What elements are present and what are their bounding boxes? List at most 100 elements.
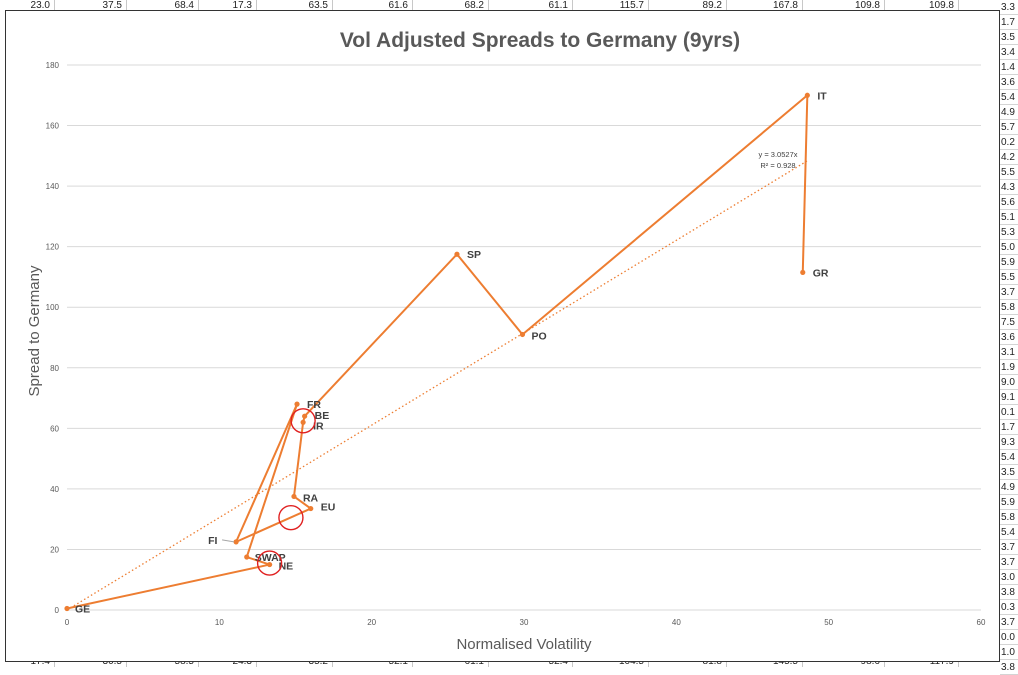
sheet-cell[interactable]: 109.8 [885,0,959,11]
sheet-cell[interactable]: 0.0 [1000,630,1018,645]
sheet-cell[interactable]: 9.1 [1000,390,1018,405]
sheet-cell[interactable]: 5.5 [1000,270,1018,285]
data-label: GR [813,267,829,279]
sheet-cell[interactable]: 5.8 [1000,510,1018,525]
data-point [308,505,314,512]
data-label: SP [467,249,481,261]
scatter-chart: Vol Adjusted Spreads to Germany (9yrs) 0… [26,29,986,653]
sheet-cell[interactable]: 1.7 [1000,15,1018,30]
data-point [64,605,70,612]
sheet-cell[interactable]: 89.2 [649,0,727,11]
sheet-cell[interactable]: 68.4 [127,0,199,11]
sheet-cell[interactable]: 5.8 [1000,300,1018,315]
data-point [233,539,239,545]
sheet-cell[interactable]: 167.8 [727,0,803,11]
data-point [294,401,300,407]
sheet-cell[interactable]: 5.1 [1000,210,1018,225]
sheet-cell[interactable]: 5.9 [1000,255,1018,270]
sheet-cell[interactable]: 3.4 [1000,45,1018,60]
sheet-cell[interactable]: 0.3 [1000,600,1018,615]
x-tick-label: 0 [65,618,70,627]
sheet-cell[interactable]: 3.7 [1000,285,1018,300]
sheet-cell[interactable]: 63.5 [257,0,333,11]
y-tick-label: 20 [50,545,59,554]
sheet-cell[interactable]: 0.2 [1000,135,1018,150]
data-label: FR [307,399,321,411]
sheet-cell[interactable]: 17.3 [199,0,257,11]
y-axis-label: Spread to Germany [26,265,43,396]
sheet-cell[interactable]: 3.0 [1000,570,1018,585]
sheet-cell[interactable]: 3.8 [1000,660,1018,675]
sheet-cell[interactable]: 1.9 [1000,360,1018,375]
data-label: GE [75,603,90,615]
data-label: FI [208,535,217,547]
sheet-cell[interactable]: 115.7 [573,0,649,11]
sheet-cell[interactable]: 5.7 [1000,120,1018,135]
highlight-circle [290,408,316,434]
sheet-cell[interactable]: 1.4 [1000,60,1018,75]
sheet-right-column: 3.3 1.7 3.5 3.4 1.4 3.6 5.4 4.9 5.7 0.2 4.2 5.5 4.3 5… [1000,0,1018,675]
sheet-cell[interactable]: 5.4 [1000,90,1018,105]
sheet-cell[interactable]: 4.2 [1000,150,1018,165]
sheet-cell[interactable]: 1.0 [1000,645,1018,660]
sheet-cell[interactable]: 3.1 [1000,345,1018,360]
y-tick-label: 80 [50,364,59,373]
sheet-cell[interactable]: 3.7 [1000,615,1018,630]
sheet-cell[interactable]: 5.0 [1000,240,1018,255]
sheet-cell[interactable]: 5.5 [1000,165,1018,180]
sheet-cell[interactable]: 3.5 [1000,30,1018,45]
sheet-cell[interactable]: 0.1 [1000,405,1018,420]
y-tick-label: 100 [46,303,60,312]
sheet-cell[interactable]: 4.9 [1000,105,1018,120]
data-point [519,331,526,338]
series-line [66,94,809,610]
data-point [300,419,306,425]
sheet-cell[interactable]: 9.0 [1000,375,1018,390]
horizontal-gridlines [67,64,981,611]
sheet-cell[interactable]: 5.4 [1000,525,1018,540]
chart-title: Vol Adjusted Spreads to Germany (9yrs) [340,29,740,52]
highlight-circle [278,504,304,531]
sheet-cell[interactable]: 4.3 [1000,180,1018,195]
sheet-cell[interactable]: 3.8 [1000,585,1018,600]
sheet-cell[interactable]: 5.3 [1000,225,1018,240]
sheet-cell[interactable]: 3.5 [1000,465,1018,480]
sheet-cell[interactable]: 3.7 [1000,540,1018,555]
sheet-cell[interactable]: 37.5 [55,0,127,11]
sheet-cell[interactable]: 4.9 [1000,480,1018,495]
data-label: BE [315,410,330,422]
y-tick-label: 180 [46,61,60,70]
data-point [800,269,806,276]
sheet-cell[interactable]: 5.6 [1000,195,1018,210]
data-label: PO [531,330,546,342]
sheet-cell[interactable]: 68.2 [413,0,489,11]
data-label: EU [321,502,336,514]
x-tick-label: 30 [520,618,529,627]
sheet-cell[interactable]: 61.6 [333,0,413,11]
sheet-cell[interactable]: 5.4 [1000,450,1018,465]
sheet-cell[interactable]: 23.0 [0,0,55,11]
y-tick-label: 60 [50,424,59,433]
sheet-cell[interactable]: 3.6 [1000,75,1018,90]
data-point [454,251,460,257]
sheet-cell[interactable]: 5.9 [1000,495,1018,510]
chart-area[interactable]: Vol Adjusted Spreads to Germany (9yrs) 0… [5,10,1000,662]
y-tick-label: 0 [55,606,60,615]
trendline-r2: R² = 0.928 [760,161,795,170]
x-tick-label: 60 [977,618,986,627]
sheet-cell[interactable]: 3.7 [1000,555,1018,570]
sheet-cell[interactable]: 3.6 [1000,330,1018,345]
sheet-cell[interactable]: 109.8 [803,0,885,11]
sheet-cell[interactable]: 9.3 [1000,435,1018,450]
sheet-cell[interactable]: 3.3 [1000,0,1018,15]
sheet-cell[interactable]: 61.1 [489,0,573,11]
y-tick-label: 40 [50,485,59,494]
data-point [291,493,297,500]
data-label: RA [303,492,319,504]
x-tick-label: 20 [367,618,376,627]
data-point [244,554,250,560]
trendline-path [66,160,808,611]
sheet-cell[interactable]: 1.7 [1000,420,1018,435]
sheet-cell[interactable]: 7.5 [1000,315,1018,330]
